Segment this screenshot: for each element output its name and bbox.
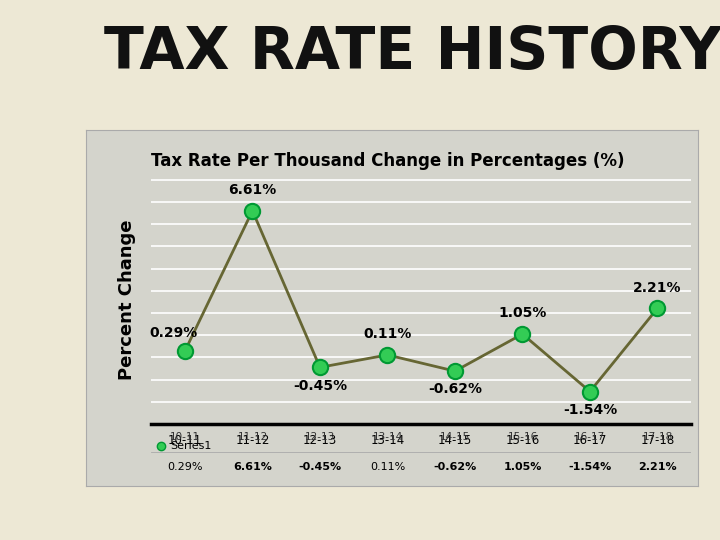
Text: Tax Rate Per Thousand Change in Percentages (%): Tax Rate Per Thousand Change in Percenta…	[151, 152, 625, 170]
Series1	[383, 352, 392, 358]
Text: 6.61%: 6.61%	[228, 183, 276, 197]
Text: -1.54%: -1.54%	[563, 403, 617, 417]
Text: 16-17: 16-17	[575, 432, 605, 442]
Series1	[518, 331, 527, 338]
Series1	[451, 368, 459, 374]
Series1	[248, 207, 257, 214]
Text: 12-13: 12-13	[305, 432, 335, 442]
Text: -0.45%: -0.45%	[293, 379, 347, 393]
Text: -1.54%: -1.54%	[568, 462, 611, 472]
Text: 15-16: 15-16	[508, 432, 538, 442]
Series1	[653, 305, 662, 312]
Series1	[585, 388, 594, 395]
Line: Series1: Series1	[177, 203, 665, 399]
Text: -0.62%: -0.62%	[433, 462, 477, 472]
Text: 0.11%: 0.11%	[370, 462, 405, 472]
Text: 1.05%: 1.05%	[503, 462, 541, 472]
Text: 2.21%: 2.21%	[638, 462, 677, 472]
Text: 13-14: 13-14	[372, 432, 402, 442]
Text: 0.29%: 0.29%	[167, 462, 203, 472]
Text: 11-12: 11-12	[238, 432, 268, 442]
Y-axis label: Percent Change: Percent Change	[118, 219, 136, 380]
Text: 2.21%: 2.21%	[633, 281, 682, 295]
Text: 1.05%: 1.05%	[498, 306, 546, 320]
Text: -0.62%: -0.62%	[428, 382, 482, 396]
Text: 0.11%: 0.11%	[364, 327, 412, 341]
Text: 14-15: 14-15	[440, 432, 470, 442]
Text: Series1: Series1	[170, 441, 212, 451]
Text: 10-11: 10-11	[170, 432, 200, 442]
Text: TAX RATE HISTORY: TAX RATE HISTORY	[104, 24, 720, 82]
Text: 6.61%: 6.61%	[233, 462, 272, 472]
Series1	[181, 348, 189, 354]
Text: 0.29%: 0.29%	[150, 326, 198, 340]
Series1	[315, 364, 324, 370]
Text: -0.45%: -0.45%	[298, 462, 341, 472]
Text: 17-18: 17-18	[642, 432, 672, 442]
